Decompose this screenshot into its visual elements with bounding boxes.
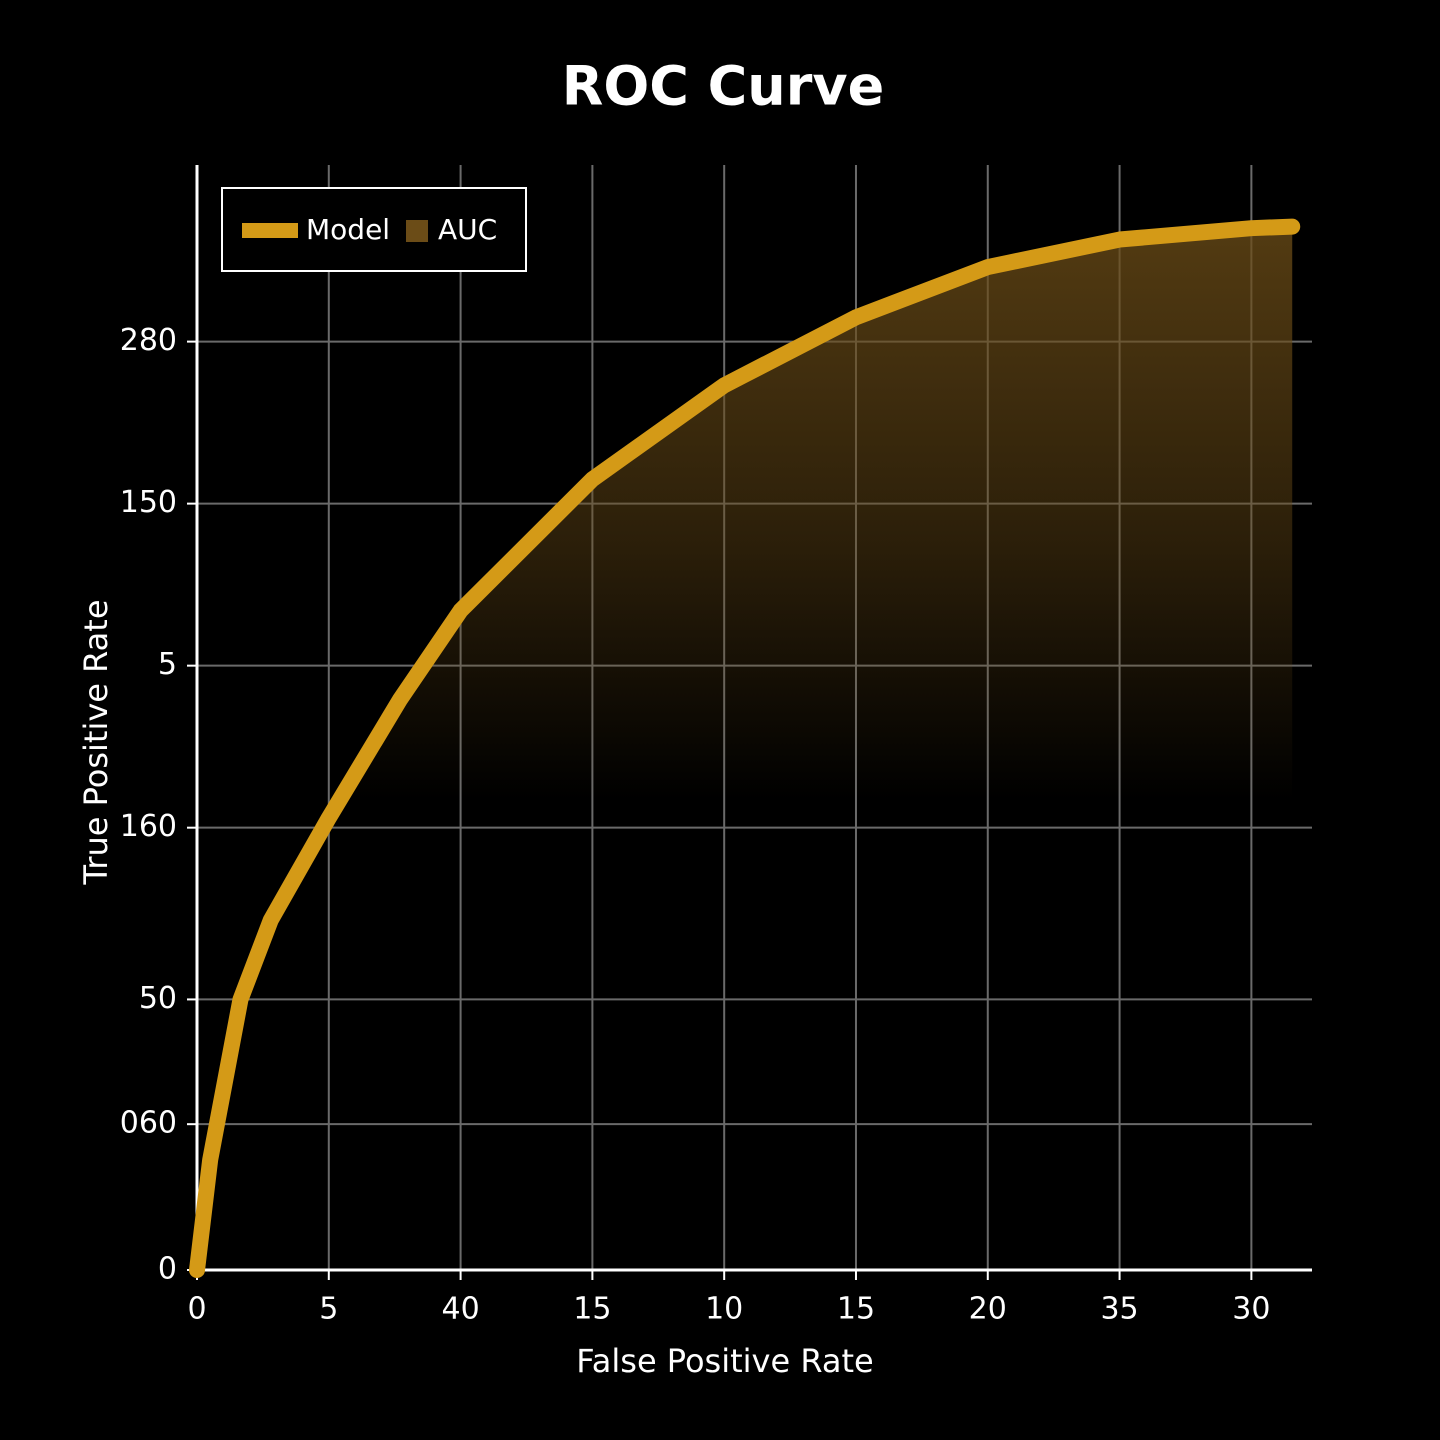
y-tick-label: 0 — [158, 1252, 177, 1287]
legend: Model AUC — [221, 187, 527, 272]
y-tick-label: 160 — [120, 809, 177, 844]
x-tick-label: 35 — [1100, 1292, 1138, 1327]
y-tick-label: 150 — [120, 485, 177, 520]
x-tick-label: 15 — [573, 1292, 611, 1327]
x-tick-label: 10 — [705, 1292, 743, 1327]
x-tick-label: 0 — [187, 1292, 206, 1327]
chart-title: ROC Curve — [562, 55, 884, 118]
y-tick-label: 060 — [120, 1106, 177, 1141]
x-tick-label: 20 — [969, 1292, 1007, 1327]
legend-swatch — [242, 223, 298, 238]
legend-label: AUC — [438, 213, 497, 246]
x-tick-label: 30 — [1232, 1292, 1270, 1327]
x-tick-label: 15 — [837, 1292, 875, 1327]
y-tick-label: 5 — [158, 647, 177, 682]
roc-line — [189, 218, 1301, 1278]
auc-area — [197, 226, 1293, 1271]
x-tick-label: 5 — [319, 1292, 338, 1327]
x-axis-label: False Positive Rate — [576, 1342, 873, 1380]
legend-label: Model — [306, 213, 390, 246]
y-axis-label: True Positive Rate — [77, 599, 115, 885]
y-tick-label: 50 — [139, 981, 177, 1016]
x-tick-label: 40 — [441, 1292, 479, 1327]
y-tick-label: 280 — [120, 323, 177, 358]
legend-swatch — [406, 220, 428, 242]
